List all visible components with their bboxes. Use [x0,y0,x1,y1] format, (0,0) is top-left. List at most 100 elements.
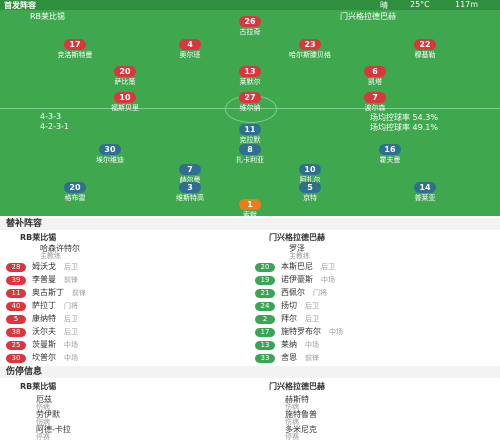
player-number[interactable]: 8 [239,144,261,155]
sub-number: 24 [255,302,275,311]
player-number[interactable]: 30 [99,144,121,155]
injury-name[interactable]: 多米尼克 [285,425,317,434]
player-number[interactable]: 1 [239,199,261,210]
player-number[interactable]: 17 [64,39,86,50]
player-name[interactable]: 波尔森 [364,104,386,112]
injury-status: 停赛 [36,433,50,440]
player-name[interactable]: 普莱亚 [414,194,436,202]
player-name[interactable]: 莱默尔 [239,78,261,86]
team-name[interactable]: RB莱比锡 [20,382,57,391]
sub-name: 萨拉丁 [32,301,56,310]
player-name[interactable]: 索默 [243,211,257,219]
team-name[interactable]: RB莱比锡 [20,233,57,242]
sub-position: 前锋 [305,354,319,362]
player-number[interactable]: 27 [239,92,261,103]
home-formation: 4-3-3 [40,112,62,121]
player-name[interactable]: 阿扎尔 [299,176,321,184]
sub-row[interactable]: 13 莱纳 中场 [255,339,490,350]
player-name[interactable]: 凯塔 [368,78,382,86]
player-number[interactable]: 14 [414,182,436,193]
player-number[interactable]: 20 [64,182,86,193]
sub-row[interactable]: 30 坎普尔 中场 [6,352,241,363]
sub-row[interactable]: 33 舍恩 前锋 [255,352,490,363]
team-name[interactable]: 门兴格拉德巴赫 [269,382,325,391]
sub-row[interactable]: 2 拜尔 后卫 [255,313,490,324]
player-number[interactable]: 4 [179,39,201,50]
player-name[interactable]: 克拉默 [239,136,261,144]
player-name[interactable]: 埃尔维迪 [96,156,124,164]
sub-number: 38 [6,328,26,337]
sub-number: 40 [6,302,26,311]
player-number[interactable]: 10 [299,164,321,175]
sub-position: 中场 [321,276,335,284]
player-name[interactable]: 维斯特高 [176,194,204,202]
player-name[interactable]: 扎卡利亚 [236,156,264,164]
sub-row[interactable]: 5 康纳特 后卫 [6,313,241,324]
coach-name[interactable]: 哈森许特尔 [40,244,80,253]
player-number[interactable]: 6 [364,66,386,77]
injury-name[interactable]: 阿德-卡拉 [36,425,71,434]
injury-name[interactable]: 厄兹 [36,395,52,404]
player-name[interactable]: 克洛斯特曼 [57,51,93,59]
sub-number: 28 [6,263,26,272]
sub-position: 后卫 [321,263,335,271]
player-name[interactable]: 格布雷 [64,194,86,202]
injury-name[interactable]: 劳伊默 [36,410,60,419]
sub-number: 39 [6,276,26,285]
sub-number: 25 [6,341,26,350]
player-name[interactable]: 萨比策 [114,78,136,86]
sub-row[interactable]: 19 诺伊豪斯 中场 [255,274,490,285]
sub-number: 30 [6,354,26,363]
player-name[interactable]: 福斯贝里 [111,104,139,112]
header-bar [0,0,500,10]
player-number[interactable]: 20 [114,66,136,77]
player-name[interactable]: 京特 [303,194,317,202]
player-number[interactable]: 7 [179,164,201,175]
player-number[interactable]: 16 [379,144,401,155]
sub-row[interactable]: 11 奥古斯丁 前锋 [6,287,241,298]
sub-row[interactable]: 17 施特罗布尔 中场 [255,326,490,337]
player-number[interactable]: 3 [179,182,201,193]
sub-number: 33 [255,354,275,363]
home-stat: 场均控球率 54.3% [370,113,438,122]
sub-number: 11 [6,289,26,298]
sub-number: 17 [255,328,275,337]
injury-status: 伤病 [285,418,299,426]
player-number[interactable]: 10 [114,92,136,103]
player-name[interactable]: 古拉奇 [239,28,261,36]
player-number[interactable]: 22 [414,39,436,50]
sub-row[interactable]: 40 萨拉丁 门将 [6,300,241,311]
player-number[interactable]: 13 [239,66,261,77]
injury-name[interactable]: 施特鲁普 [285,410,317,419]
player-name[interactable]: 哈尔斯滕贝格 [289,51,331,59]
player-name[interactable]: 赫尔曼 [179,176,201,184]
sub-row[interactable]: 24 扬切 后卫 [255,300,490,311]
sub-position: 前锋 [72,289,86,297]
sub-row[interactable]: 28 姆沃戈 后卫 [6,261,241,272]
sub-row[interactable]: 21 西佩尔 门将 [255,287,490,298]
sub-row[interactable]: 20 本斯巴尼 后卫 [255,261,490,272]
sub-position: 后卫 [305,315,319,323]
player-number[interactable]: 11 [239,124,261,135]
sub-row[interactable]: 38 沃尔夫 后卫 [6,326,241,337]
player-number[interactable]: 23 [299,39,321,50]
player-name[interactable]: 维尔纳 [239,104,261,112]
away-team[interactable]: 门兴格拉德巴赫 [340,12,396,21]
player-number[interactable]: 26 [239,16,261,27]
player-name[interactable]: 奥尔班 [179,51,201,59]
injury-name[interactable]: 赫斯特 [285,395,309,404]
sub-name: 本斯巴尼 [281,262,313,271]
sub-row[interactable]: 39 李普曼 前锋 [6,274,241,285]
player-name[interactable]: 霍夫曼 [379,156,401,164]
temperature: 25°C [410,0,430,9]
team-name[interactable]: 门兴格拉德巴赫 [269,233,325,242]
sub-name: 拜尔 [281,314,297,323]
player-number[interactable]: 5 [299,182,321,193]
player-number[interactable]: 7 [364,92,386,103]
sub-name: 李普曼 [32,275,56,284]
coach-role: 主教练 [289,252,310,260]
player-name[interactable]: 穆基勒 [414,51,436,59]
home-team[interactable]: RB莱比锡 [30,12,66,21]
coach-name[interactable]: 罗泽 [289,244,305,253]
sub-row[interactable]: 25 茨曼斯 中场 [6,339,241,350]
